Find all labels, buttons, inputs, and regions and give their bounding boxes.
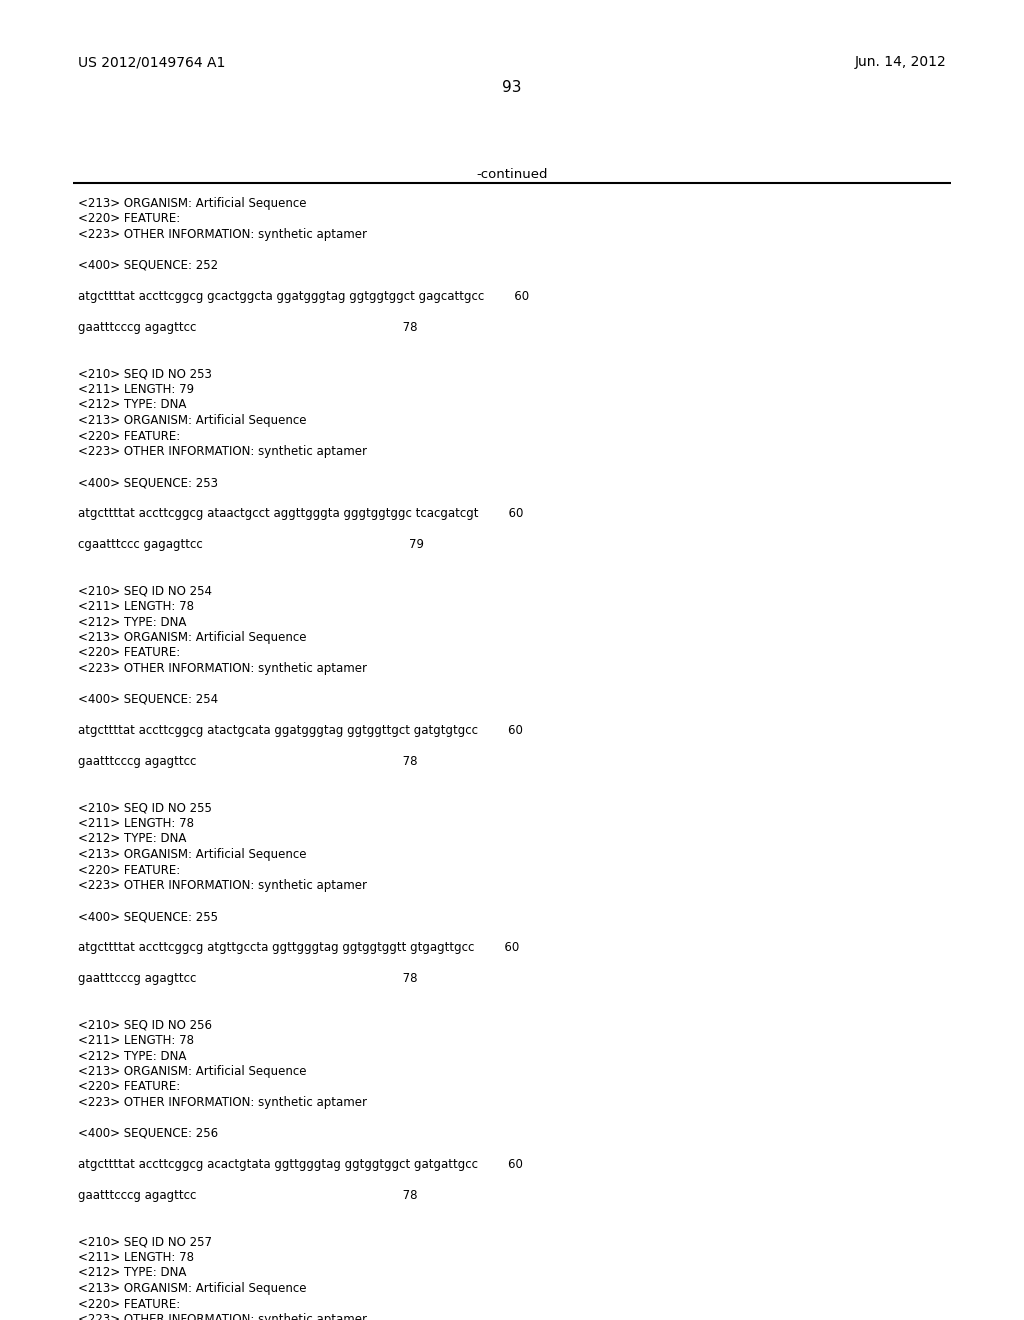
Text: US 2012/0149764 A1: US 2012/0149764 A1 [78, 55, 225, 69]
Text: <210> SEQ ID NO 256: <210> SEQ ID NO 256 [78, 1019, 212, 1031]
Text: <212> TYPE: DNA: <212> TYPE: DNA [78, 833, 186, 846]
Text: atgcttttat accttcggcg ataactgcct aggttgggta gggtggtggc tcacgatcgt        60: atgcttttat accttcggcg ataactgcct aggttgg… [78, 507, 523, 520]
Text: <400> SEQUENCE: 252: <400> SEQUENCE: 252 [78, 259, 218, 272]
Text: gaatttcccg agagttcc                                                       78: gaatttcccg agagttcc 78 [78, 321, 418, 334]
Text: <220> FEATURE:: <220> FEATURE: [78, 429, 180, 442]
Text: <223> OTHER INFORMATION: synthetic aptamer: <223> OTHER INFORMATION: synthetic aptam… [78, 663, 367, 675]
Text: <210> SEQ ID NO 253: <210> SEQ ID NO 253 [78, 367, 212, 380]
Text: atgcttttat accttcggcg atgttgccta ggttgggtag ggtggtggtt gtgagttgcc        60: atgcttttat accttcggcg atgttgccta ggttggg… [78, 941, 519, 954]
Text: <212> TYPE: DNA: <212> TYPE: DNA [78, 1266, 186, 1279]
Text: <223> OTHER INFORMATION: synthetic aptamer: <223> OTHER INFORMATION: synthetic aptam… [78, 879, 367, 892]
Text: -continued: -continued [476, 168, 548, 181]
Text: <213> ORGANISM: Artificial Sequence: <213> ORGANISM: Artificial Sequence [78, 1282, 306, 1295]
Text: <213> ORGANISM: Artificial Sequence: <213> ORGANISM: Artificial Sequence [78, 847, 306, 861]
Text: <400> SEQUENCE: 253: <400> SEQUENCE: 253 [78, 477, 218, 488]
Text: <211> LENGTH: 78: <211> LENGTH: 78 [78, 1251, 194, 1265]
Text: <223> OTHER INFORMATION: synthetic aptamer: <223> OTHER INFORMATION: synthetic aptam… [78, 445, 367, 458]
Text: <220> FEATURE:: <220> FEATURE: [78, 1081, 180, 1093]
Text: <211> LENGTH: 79: <211> LENGTH: 79 [78, 383, 195, 396]
Text: <400> SEQUENCE: 254: <400> SEQUENCE: 254 [78, 693, 218, 706]
Text: <211> LENGTH: 78: <211> LENGTH: 78 [78, 601, 194, 612]
Text: gaatttcccg agagttcc                                                       78: gaatttcccg agagttcc 78 [78, 755, 418, 768]
Text: <213> ORGANISM: Artificial Sequence: <213> ORGANISM: Artificial Sequence [78, 197, 306, 210]
Text: atgcttttat accttcggcg acactgtata ggttgggtag ggtggtggct gatgattgcc        60: atgcttttat accttcggcg acactgtata ggttggg… [78, 1158, 523, 1171]
Text: <212> TYPE: DNA: <212> TYPE: DNA [78, 1049, 186, 1063]
Text: <210> SEQ ID NO 254: <210> SEQ ID NO 254 [78, 585, 212, 598]
Text: <213> ORGANISM: Artificial Sequence: <213> ORGANISM: Artificial Sequence [78, 631, 306, 644]
Text: Jun. 14, 2012: Jun. 14, 2012 [854, 55, 946, 69]
Text: <400> SEQUENCE: 255: <400> SEQUENCE: 255 [78, 909, 218, 923]
Text: <220> FEATURE:: <220> FEATURE: [78, 213, 180, 226]
Text: atgcttttat accttcggcg atactgcata ggatgggtag ggtggttgct gatgtgtgcc        60: atgcttttat accttcggcg atactgcata ggatggg… [78, 723, 523, 737]
Text: <210> SEQ ID NO 255: <210> SEQ ID NO 255 [78, 801, 212, 814]
Text: <212> TYPE: DNA: <212> TYPE: DNA [78, 399, 186, 412]
Text: <211> LENGTH: 78: <211> LENGTH: 78 [78, 817, 194, 830]
Text: <212> TYPE: DNA: <212> TYPE: DNA [78, 615, 186, 628]
Text: gaatttcccg agagttcc                                                       78: gaatttcccg agagttcc 78 [78, 1189, 418, 1203]
Text: <211> LENGTH: 78: <211> LENGTH: 78 [78, 1034, 194, 1047]
Text: <400> SEQUENCE: 256: <400> SEQUENCE: 256 [78, 1127, 218, 1140]
Text: gaatttcccg agagttcc                                                       78: gaatttcccg agagttcc 78 [78, 972, 418, 985]
Text: 93: 93 [502, 81, 522, 95]
Text: <223> OTHER INFORMATION: synthetic aptamer: <223> OTHER INFORMATION: synthetic aptam… [78, 228, 367, 242]
Text: <213> ORGANISM: Artificial Sequence: <213> ORGANISM: Artificial Sequence [78, 1065, 306, 1078]
Text: <223> OTHER INFORMATION: synthetic aptamer: <223> OTHER INFORMATION: synthetic aptam… [78, 1096, 367, 1109]
Text: <223> OTHER INFORMATION: synthetic aptamer: <223> OTHER INFORMATION: synthetic aptam… [78, 1313, 367, 1320]
Text: <213> ORGANISM: Artificial Sequence: <213> ORGANISM: Artificial Sequence [78, 414, 306, 426]
Text: <210> SEQ ID NO 257: <210> SEQ ID NO 257 [78, 1236, 212, 1249]
Text: atgcttttat accttcggcg gcactggcta ggatgggtag ggtggtggct gagcattgcc        60: atgcttttat accttcggcg gcactggcta ggatggg… [78, 290, 529, 304]
Text: <220> FEATURE:: <220> FEATURE: [78, 1298, 180, 1311]
Text: cgaatttccc gagagttcc                                                       79: cgaatttccc gagagttcc 79 [78, 539, 424, 550]
Text: <220> FEATURE:: <220> FEATURE: [78, 863, 180, 876]
Text: <220> FEATURE:: <220> FEATURE: [78, 647, 180, 660]
